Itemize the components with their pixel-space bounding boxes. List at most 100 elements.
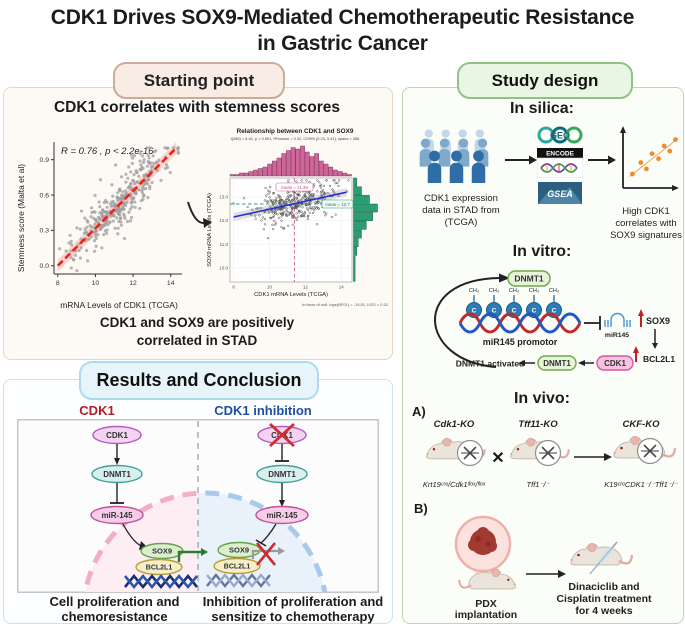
svg-text:CH₃: CH₃	[549, 288, 559, 294]
in-vivo-a-label: A)	[412, 404, 426, 419]
stemness-scatter-plot: R = 0.76 , p < 2.2e-16 mRNA Levels of CD…	[16, 141, 182, 310]
inhibition-cap-icon	[255, 539, 267, 547]
results-left-caption: Cell proliferation and chemoresistance	[22, 594, 207, 625]
blocked-transcription-arrow-icon	[278, 547, 285, 555]
mini-caption-line1: High CDK1	[622, 206, 670, 217]
study-design-header: Study design	[457, 62, 633, 99]
arrow-right-icon	[558, 570, 566, 578]
sox9-label-right: SOX9	[229, 546, 249, 555]
pdx-treatment-diagram: PDX implantation Dinaciclib and Cisplati…	[454, 515, 652, 620]
cdk1-vitro-label: CDK1	[604, 359, 626, 368]
plot1-annotation: R = 0.76 , p < 2.2e-16	[61, 146, 154, 157]
results-right-title: CDK1 inhibition	[214, 403, 312, 418]
starting-point-subtitle: CDK1 correlates with stemness scores	[53, 99, 341, 116]
svg-text:CH₃: CH₃	[529, 288, 539, 294]
mini-caption-line3: SOX9 signatures	[610, 229, 682, 241]
svg-text:11.0: 11.0	[220, 242, 229, 247]
svg-text:14: 14	[167, 280, 175, 287]
dna-helix-left	[123, 573, 199, 590]
svg-text:0.0: 0.0	[40, 263, 50, 270]
svg-text:8: 8	[232, 285, 235, 290]
gsea-logo-icon: GSEA	[538, 182, 582, 204]
sox9-up-label: SOX9	[646, 316, 670, 326]
svg-text:8: 8	[56, 280, 60, 287]
treatment-caption-line1: Dinaciclib and	[568, 581, 639, 593]
geo-logo-icon: GEO	[537, 126, 583, 144]
mouse1-ko-badge	[456, 439, 484, 467]
syringe-icon	[589, 541, 618, 575]
plot2-data-area: 8 10 12 14 10.0 11.0 12.0 13.0	[219, 145, 378, 290]
mouse3-title: CKF-KO	[623, 419, 661, 430]
dnmt1-activated-label: DNMT1 activated	[456, 359, 525, 369]
crowd-caption-line2: data in STAD from	[422, 204, 500, 216]
mouse3-ko-badge	[636, 437, 664, 465]
knockout-mice-diagram: Cdk1-KO Tff11-KO CKF-KO ✕ Krt19ᶜʳᵉ/Cdk1ᶠ…	[423, 419, 678, 489]
svg-text:C: C	[552, 308, 557, 315]
mir145-node-left	[90, 505, 144, 525]
plot2-xlabel: CDK1 mRNA Levels (TCGA)	[254, 292, 328, 298]
svg-text:C: C	[532, 308, 537, 315]
in-vivo-b-label: B)	[414, 501, 428, 516]
svg-text:0.3: 0.3	[40, 228, 50, 235]
geo-logo-text: GEO	[550, 131, 570, 141]
arrow-right-icon	[588, 155, 616, 165]
svg-text:0.9: 0.9	[40, 157, 50, 164]
mini-scatter-caption: High CDK1 correlates with SOX9 signature…	[594, 206, 685, 242]
svg-text:CH₃: CH₃	[489, 288, 499, 294]
bcl2l1-node-right	[213, 557, 261, 575]
svg-text:0.6: 0.6	[40, 192, 50, 199]
treatment-caption-line3: for 4 weeks	[575, 605, 632, 617]
mean-y-label: mean = 12.7	[325, 202, 350, 207]
feedback-loop-arrow	[434, 277, 501, 368]
curved-arrow-icon	[187, 201, 212, 228]
dnmt1-label-left: DNMT1	[103, 470, 131, 479]
dnmt1-node-right	[256, 464, 308, 484]
left-caption-line2: chemoresistance	[61, 608, 168, 624]
svg-text:10: 10	[92, 280, 100, 287]
bcl2l1-up-label: BCL2L1	[643, 354, 675, 364]
mouse2-title: Tff11-KO	[518, 419, 558, 430]
mouse2-genotype: Tff1⁻/⁻	[527, 480, 551, 489]
plot1-ylabel: Stemness score (Malta et al)	[16, 164, 26, 272]
plot2-title: Relationship between CDK1 and SOX9	[237, 128, 354, 135]
crowd-caption: CDK1 expression data in STAD from (TCGA)	[404, 193, 518, 229]
arrow-down-icon	[652, 343, 658, 349]
cdk1-vitro-node	[596, 355, 634, 371]
mir145-node-right	[255, 505, 309, 525]
svg-text:12: 12	[129, 280, 137, 287]
mean-x-label: mean = 11.39	[281, 185, 308, 190]
results-header-label: Results and Conclusion	[96, 370, 302, 390]
up-arrow-red-icon	[633, 346, 639, 353]
in-vivo-heading: In vivo:	[513, 390, 570, 407]
plot1-data-area: 0.0 0.3 0.6 0.9 8 10 12 14	[40, 141, 182, 287]
encode-logo-text: ENCODE	[546, 151, 574, 158]
svg-text:12: 12	[303, 285, 309, 290]
dnmt1-label-right: DNMT1	[268, 470, 296, 479]
right-caption-line1: Inhibition of proliferation and	[202, 594, 384, 609]
cdk1-node-left	[92, 425, 142, 445]
svg-text:13.0: 13.0	[219, 195, 228, 200]
svg-text:CH₃: CH₃	[469, 288, 479, 294]
mouse2-ko-badge	[534, 439, 562, 467]
promoter-label: miR145 promotor	[483, 337, 558, 347]
database-logos: GEO ENCODE GSEA	[536, 126, 584, 204]
svg-text:C: C	[492, 308, 497, 315]
mir145-label-right: miR-145	[266, 511, 298, 520]
plot2-ylabel: SOX9 mRNA Levels (TCGA)	[207, 193, 213, 267]
left-caption-line1: Cell proliferation and	[49, 594, 180, 609]
mean-x-label-box	[275, 182, 314, 192]
pdx-caption-line2: implantation	[455, 609, 517, 620]
arrow-right-icon	[505, 155, 537, 165]
bcl2l1-label-left: BCL2L1	[146, 565, 173, 572]
pdx-caption-line1: PDX	[475, 598, 497, 610]
crowd-caption-line1: CDK1 expression	[424, 193, 498, 204]
starting-point-header-label: Starting point	[143, 70, 255, 90]
mean-y-label-box	[321, 199, 354, 209]
cdk1-label-left: CDK1	[106, 431, 128, 440]
results-header: Results and Conclusion	[79, 361, 319, 400]
arrow-left-icon	[518, 360, 525, 366]
right-caption-line2: sensitize to chemotherapy	[211, 608, 375, 624]
svg-text:12.0: 12.0	[219, 218, 228, 223]
in-silica-heading: In silica:	[509, 100, 575, 117]
